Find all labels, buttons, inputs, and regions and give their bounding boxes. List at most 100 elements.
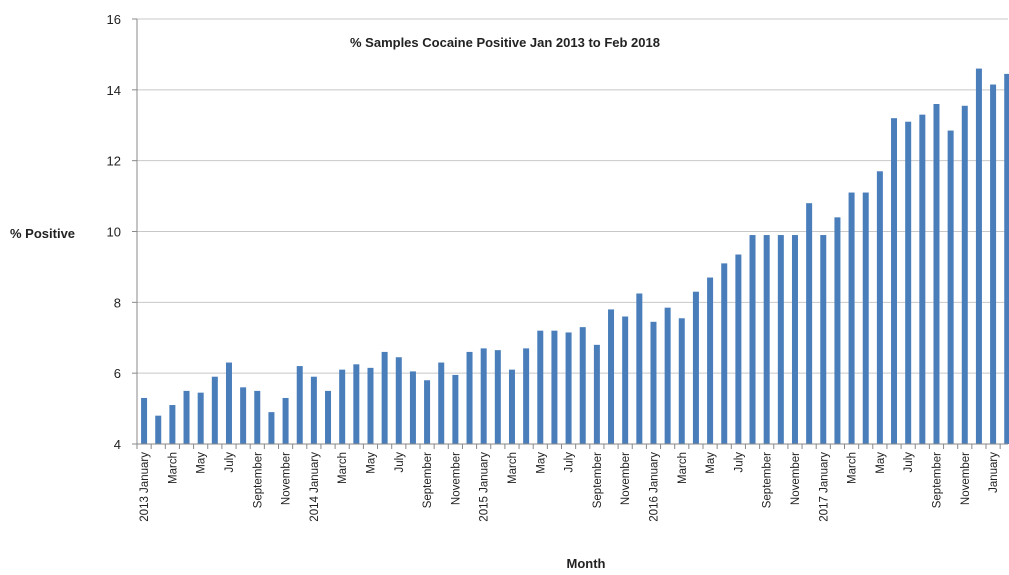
bar — [211, 376, 218, 444]
bar — [452, 374, 459, 444]
bar — [381, 351, 388, 444]
bar — [424, 380, 431, 444]
bar — [282, 397, 289, 444]
x-tick-label: July — [733, 452, 745, 473]
y-tick-label: 16 — [107, 12, 121, 27]
x-tick-label: November — [281, 452, 293, 505]
bar — [664, 307, 671, 444]
y-tick-labels: 4 6 8 10 12 14 16 — [107, 12, 121, 452]
x-tick-label: September — [592, 452, 604, 508]
x-tick-label: March — [337, 452, 349, 484]
bar — [919, 114, 926, 445]
bar — [551, 330, 558, 444]
bar — [438, 362, 445, 444]
axes — [132, 18, 1008, 449]
bar — [197, 392, 204, 444]
bar — [494, 350, 501, 444]
x-axis-label: Month — [567, 556, 606, 571]
x-tick-label: May — [535, 452, 547, 474]
x-tick-label: July — [224, 452, 236, 473]
bar — [183, 390, 190, 445]
y-tick-label: 4 — [114, 437, 121, 452]
bar — [268, 412, 275, 445]
bar — [791, 235, 798, 444]
bar — [353, 364, 360, 444]
x-tick-label: March — [677, 452, 689, 484]
x-tick-label: September — [422, 452, 434, 508]
x-tick-label: May — [705, 452, 717, 474]
y-tick-label: 14 — [107, 83, 121, 98]
bar — [721, 263, 728, 445]
bar — [593, 344, 600, 444]
bar — [141, 397, 148, 444]
bar — [409, 371, 416, 444]
bar — [1004, 73, 1009, 445]
x-tick-label: July — [394, 452, 406, 473]
y-tick-label: 8 — [114, 295, 121, 310]
bar — [763, 235, 770, 444]
bar — [169, 405, 176, 444]
x-tick-label: March — [167, 452, 179, 484]
bar — [155, 415, 162, 444]
x-tick-label: March — [847, 452, 859, 484]
bars — [141, 68, 1009, 445]
bar — [537, 330, 544, 444]
bar — [622, 316, 629, 444]
y-tick-label: 10 — [107, 225, 121, 240]
bar — [848, 192, 855, 444]
bar — [806, 203, 813, 444]
x-tick-label: November — [960, 452, 972, 505]
y-tick-label: 12 — [107, 154, 121, 169]
x-tick-label: 2013 January — [139, 452, 151, 522]
bar — [749, 235, 756, 444]
x-tick-label: September — [252, 452, 264, 508]
bar — [395, 357, 402, 444]
bar — [339, 369, 346, 445]
x-tick-label: September — [762, 452, 774, 508]
bar — [579, 327, 586, 445]
x-tick-labels: 2013 January March May July September Novembe… — [139, 452, 1000, 522]
bar — [905, 121, 912, 445]
x-tick-label: March — [507, 452, 519, 484]
bar — [975, 68, 982, 444]
bar — [777, 235, 784, 444]
bar — [862, 192, 869, 444]
chart-title: % Samples Cocaine Positive Jan 2013 to F… — [350, 35, 660, 50]
bar — [480, 348, 487, 445]
bar — [523, 348, 530, 445]
bar — [933, 104, 940, 444]
x-tick-label: November — [450, 452, 462, 505]
x-tick-label: 2017 January — [818, 452, 830, 522]
x-tick-label: November — [790, 452, 802, 505]
bar — [565, 332, 572, 444]
bar — [254, 390, 261, 445]
bar — [947, 130, 954, 444]
x-tick-label: July — [564, 452, 576, 473]
bar — [876, 171, 883, 445]
bar — [990, 84, 997, 445]
bar — [735, 254, 742, 444]
bar — [608, 309, 615, 444]
bar — [636, 293, 643, 444]
bar — [466, 351, 473, 444]
x-tick-label: November — [620, 452, 632, 505]
bar — [650, 321, 657, 444]
bar — [325, 390, 332, 445]
bar — [367, 367, 374, 444]
bar — [834, 217, 841, 444]
bar — [891, 118, 898, 445]
bar — [225, 362, 232, 444]
x-tick-label: 2014 January — [309, 452, 321, 522]
bar — [240, 387, 247, 444]
x-tick-label: 2015 January — [479, 452, 491, 522]
bar — [692, 291, 699, 444]
x-tick-label: 2016 January — [648, 452, 660, 522]
x-tick-label: July — [903, 452, 915, 473]
x-tick-label: May — [196, 452, 208, 474]
bar — [296, 366, 303, 444]
y-tick-label: 6 — [114, 366, 121, 381]
bar — [961, 105, 968, 445]
x-tick-label: May — [365, 452, 377, 474]
y-axis-label: % Positive — [10, 226, 75, 241]
